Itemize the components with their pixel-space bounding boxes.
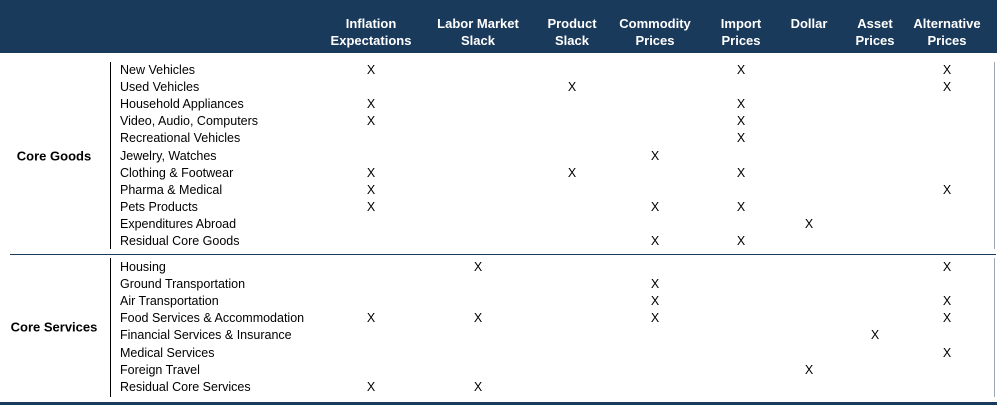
column-header-line: Dollar [790,16,828,31]
column-header-line: Import [720,16,762,31]
row-label: Video, Audio, Computers [120,114,259,129]
column-header: Import Prices [721,15,761,49]
x-mark: X [650,148,660,163]
x-mark: X [366,114,376,129]
x-mark: X [650,294,660,309]
row-label: Residual Core Goods [120,234,240,248]
group-label: Core Goods [16,148,92,164]
x-mark: X [366,63,376,77]
x-mark: X [650,234,660,248]
x-mark: X [736,114,746,129]
row-label: Clothing & Footwear [120,165,234,180]
column-header-line: Asset [857,16,893,31]
x-mark: X [870,328,880,343]
column-header-line: Prices [855,33,895,48]
x-mark: X [473,311,483,326]
x-mark: X [473,379,483,394]
x-mark: X [736,234,746,248]
x-mark: X [366,182,376,197]
row-label: New Vehicles [120,63,196,77]
row-label: Used Vehicles [120,80,200,95]
row-label: Jewelry, Watches [120,148,217,163]
row-label: Air Transportation [120,294,219,309]
column-header-line: Slack [461,33,495,48]
row-label: Expenditures Abroad [120,216,237,231]
x-mark: X [366,311,376,326]
group-right-line [994,258,995,397]
x-mark: X [567,80,577,95]
group-right-line [994,62,995,249]
group-bracket-line [110,258,111,397]
x-mark: X [650,311,660,326]
column-header-line: Alternative [913,16,981,31]
x-mark: X [804,216,814,231]
column-header: Labor Market Slack [437,15,519,49]
x-mark: X [366,97,376,112]
x-mark: X [567,165,577,180]
x-mark: X [804,362,814,377]
table-header [0,0,997,53]
column-header: Alternative Prices [913,15,980,49]
group-label: Core Services [10,319,98,335]
row-label: Medical Services [120,345,215,360]
column-header-line: Inflation [345,16,397,31]
x-mark: X [650,199,660,214]
x-mark: X [736,63,746,77]
row-label: Ground Transportation [120,277,246,292]
x-mark: X [736,131,746,146]
row-label: Recreational Vehicles [120,131,241,146]
x-mark: X [366,379,376,394]
column-header-line: Labor Market [437,16,519,31]
column-header-line: Slack [555,33,589,48]
row-label: Pharma & Medical [120,182,223,197]
column-header: Dollar [791,15,828,32]
row-label: Foreign Travel [120,362,200,377]
group-separator [10,254,996,255]
column-header: Asset Prices [855,15,894,49]
column-header: Commodity Prices [619,15,691,49]
column-header-line: Prices [721,33,761,48]
x-mark: X [736,165,746,180]
x-mark: X [736,97,746,112]
x-mark: X [942,260,952,274]
x-mark: X [736,199,746,214]
column-header: Inflation Expectations [331,15,412,49]
row-label: Household Appliances [120,97,244,112]
x-mark: X [366,165,376,180]
x-mark: X [942,80,952,95]
row-label: Pets Products [120,199,198,214]
column-header: Product Slack [547,15,596,49]
table-bottom-border [0,402,997,405]
column-header-line: Product [547,16,597,31]
x-mark: X [366,199,376,214]
x-mark: X [942,63,952,77]
x-mark: X [650,277,660,292]
row-label: Residual Core Services [120,379,251,394]
column-header-line: Prices [927,33,967,48]
group-bracket-line [110,62,111,249]
column-header-line: Expectations [330,33,412,48]
x-mark: X [942,182,952,197]
row-label: Food Services & Accommodation [120,311,305,326]
column-header-line: Prices [635,33,675,48]
x-mark: X [473,260,483,274]
row-label: Financial Services & Insurance [120,328,292,343]
column-header-line: Commodity [619,16,691,31]
x-mark: X [942,311,952,326]
row-label: Housing [120,260,166,274]
x-mark: X [942,345,952,360]
x-mark: X [942,294,952,309]
